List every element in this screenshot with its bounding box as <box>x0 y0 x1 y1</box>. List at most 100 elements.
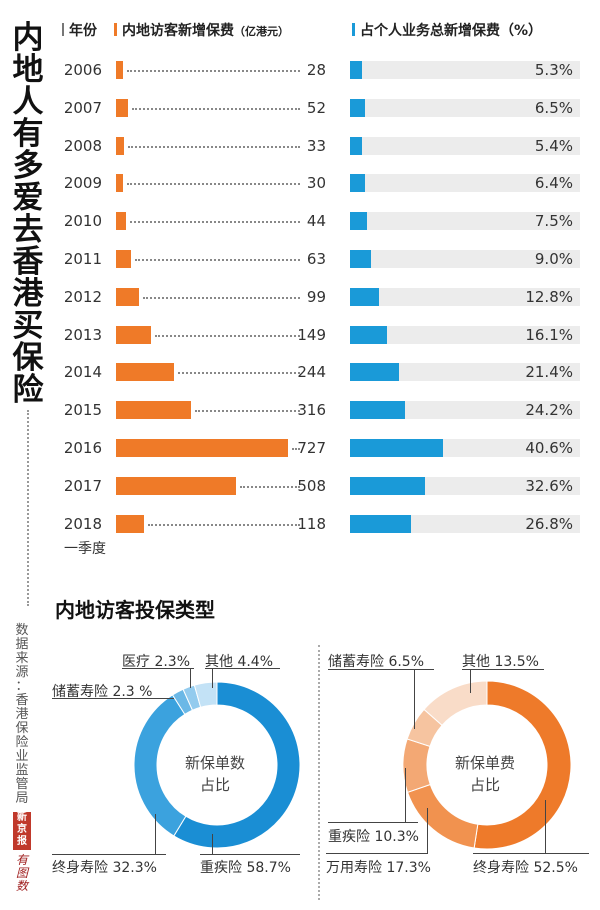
share-bar <box>350 98 365 117</box>
leader <box>200 854 300 855</box>
leader <box>212 834 213 854</box>
premium-unit: （亿港元） <box>234 25 289 38</box>
year-label: 2015 <box>63 401 102 420</box>
logo-char: 报 <box>17 836 27 847</box>
share-value: 32.6% <box>525 476 573 495</box>
premium-header-text: 内地访客新增保费 <box>122 23 234 39</box>
leader <box>545 800 546 853</box>
share-track <box>350 98 580 117</box>
year-label: 2012 <box>63 287 102 306</box>
title-char: 多 <box>12 148 44 184</box>
title-char: 买 <box>12 308 44 344</box>
source-char: 香 <box>15 693 29 708</box>
premium-bar <box>116 174 124 193</box>
title-char: 内 <box>12 20 44 56</box>
year-label: 2010 <box>63 212 102 231</box>
signature: 有图数 <box>10 854 34 893</box>
share-value: 6.4% <box>534 174 573 193</box>
share-value: 24.2% <box>525 401 573 420</box>
share-header-text: 占个人业务总新增保费（%） <box>360 23 543 39</box>
title-char: 港 <box>12 276 44 312</box>
share-value: 12.8% <box>525 287 573 306</box>
premium-leader <box>155 334 300 337</box>
premium-value: 149 <box>297 325 326 344</box>
leader <box>405 768 406 822</box>
year-label: 2016 <box>63 439 102 457</box>
share-value: 40.6% <box>525 439 573 457</box>
premium-bar <box>116 476 237 495</box>
premium-header: 内地访客新增保费（亿港元） <box>114 20 289 40</box>
leader <box>122 668 194 669</box>
donut1-center-line1: 新保单数 <box>184 754 245 772</box>
share-value: 7.5% <box>534 212 573 231</box>
donut-divider <box>318 645 320 900</box>
share-bar <box>350 212 368 231</box>
premium-bar <box>116 401 191 420</box>
premium-leader <box>127 145 300 148</box>
premium-leader <box>292 448 300 450</box>
share-bar <box>350 174 365 193</box>
source-char: 来 <box>15 651 29 666</box>
donut2-slice <box>473 680 572 850</box>
share-track <box>350 363 580 382</box>
share-bar <box>350 325 387 344</box>
title-char: 爱 <box>12 180 44 216</box>
premium-value: 99 <box>306 287 326 306</box>
donut1-label-yiliao: 医疗 2.3% <box>122 654 191 670</box>
title-char: 险 <box>12 372 44 408</box>
premium-leader <box>127 183 300 186</box>
signature-char: 有 <box>15 853 28 867</box>
share-bar <box>350 250 371 268</box>
premium-bar <box>116 136 124 155</box>
signature-char: 数 <box>15 879 28 893</box>
share-value: 5.4% <box>534 136 573 155</box>
donut2-label-zhongshen: 终身寿险 52.5% <box>473 860 578 876</box>
premium-bar <box>116 514 144 533</box>
donut2-label-chuxu: 储蓄寿险 6.5% <box>328 654 425 670</box>
year-label: 2007 <box>63 98 102 117</box>
donut1-label-zhongshen: 终身寿险 32.3% <box>52 860 157 876</box>
premium-value: 33 <box>306 136 326 155</box>
share-value: 21.4% <box>525 363 573 382</box>
premium-value: 244 <box>297 363 326 382</box>
premium-value: 44 <box>306 212 326 231</box>
source-char: ： <box>15 679 29 694</box>
premium-value: 63 <box>306 250 326 268</box>
premium-value: 30 <box>306 174 326 193</box>
divider <box>27 410 29 606</box>
donut1-label-chuxu: 储蓄寿险 2.3 % <box>52 684 153 700</box>
year-label: 2017 <box>63 476 102 495</box>
leader <box>212 668 213 688</box>
source-char: 险 <box>15 735 29 750</box>
share-bar <box>350 401 406 420</box>
title-char: 地 <box>12 52 44 88</box>
donut2-label-other: 其他 13.5% <box>462 654 539 670</box>
share-track <box>350 401 580 420</box>
source-char: 数 <box>15 623 29 638</box>
leader <box>155 814 156 854</box>
main-title: 内地人有多爱去香港买保险 <box>8 22 48 406</box>
premium-leader <box>134 259 300 261</box>
donut1-center-line2: 占比 <box>199 776 230 794</box>
premium-value: 52 <box>306 98 326 117</box>
share-track <box>350 61 580 79</box>
year-label: 2011 <box>63 250 102 268</box>
premium-value: 28 <box>306 61 326 79</box>
year-header: 年份 <box>62 20 97 40</box>
signature-char: 图 <box>15 866 28 880</box>
donut1-slice <box>193 681 218 708</box>
title-char: 人 <box>12 84 44 120</box>
premium-leader <box>130 221 300 224</box>
source-char: 保 <box>15 721 29 736</box>
leader <box>470 669 471 693</box>
share-header: 占个人业务总新增保费（%） <box>352 20 542 40</box>
share-value: 26.8% <box>525 514 573 533</box>
premium-value: 118 <box>297 514 326 533</box>
share-value: 5.3% <box>534 61 573 79</box>
source-char: 港 <box>15 707 29 722</box>
section-title: 内地访客投保类型 <box>55 598 215 622</box>
share-track <box>350 250 580 268</box>
donut1-label-other: 其他 4.4% <box>205 654 274 670</box>
